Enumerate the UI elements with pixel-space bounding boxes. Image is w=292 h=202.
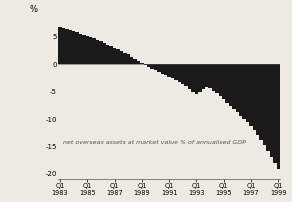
Bar: [219, 64, 222, 96]
Bar: [65, 29, 69, 64]
Bar: [150, 64, 154, 69]
Bar: [270, 64, 273, 157]
Bar: [75, 33, 79, 64]
Bar: [225, 64, 229, 103]
Bar: [191, 64, 195, 92]
Bar: [106, 44, 110, 64]
Bar: [178, 64, 181, 82]
Bar: [277, 64, 280, 169]
Bar: [195, 64, 198, 94]
Bar: [253, 64, 256, 130]
Bar: [58, 27, 62, 64]
Bar: [215, 64, 219, 93]
Bar: [164, 64, 167, 75]
Bar: [72, 31, 75, 64]
Bar: [133, 59, 137, 64]
Bar: [137, 61, 140, 64]
Bar: [232, 64, 236, 109]
Bar: [161, 64, 164, 74]
Bar: [273, 64, 277, 163]
Bar: [154, 64, 157, 70]
Bar: [198, 64, 201, 92]
Bar: [212, 64, 215, 90]
Bar: [147, 64, 150, 67]
Bar: [110, 46, 113, 64]
Bar: [69, 30, 72, 64]
Bar: [246, 64, 249, 122]
Bar: [82, 35, 86, 64]
Bar: [62, 28, 65, 64]
Bar: [171, 64, 174, 78]
Bar: [116, 49, 120, 64]
Bar: [103, 43, 106, 64]
Bar: [249, 64, 253, 126]
Bar: [86, 36, 89, 64]
Bar: [263, 64, 266, 145]
Text: %: %: [29, 5, 38, 14]
Bar: [113, 48, 116, 64]
Bar: [79, 34, 82, 64]
Bar: [256, 64, 260, 135]
Bar: [93, 38, 96, 64]
Bar: [144, 64, 147, 65]
Bar: [181, 64, 185, 84]
Bar: [157, 64, 161, 72]
Bar: [201, 64, 205, 89]
Bar: [260, 64, 263, 140]
Bar: [140, 63, 144, 64]
Bar: [229, 64, 232, 106]
Bar: [89, 37, 93, 64]
Bar: [236, 64, 239, 113]
Bar: [222, 64, 225, 99]
Bar: [185, 64, 188, 86]
Bar: [167, 64, 171, 77]
Bar: [126, 54, 130, 64]
Bar: [239, 64, 242, 116]
Bar: [96, 40, 99, 64]
Bar: [242, 64, 246, 119]
Bar: [205, 64, 208, 87]
Text: net overseas assets at market value % of annualised GDP: net overseas assets at market value % of…: [63, 140, 246, 145]
Bar: [120, 51, 123, 64]
Bar: [123, 53, 126, 64]
Bar: [130, 57, 133, 64]
Bar: [99, 41, 103, 64]
Bar: [208, 64, 212, 88]
Bar: [266, 64, 270, 151]
Bar: [188, 64, 191, 89]
Bar: [174, 64, 178, 80]
